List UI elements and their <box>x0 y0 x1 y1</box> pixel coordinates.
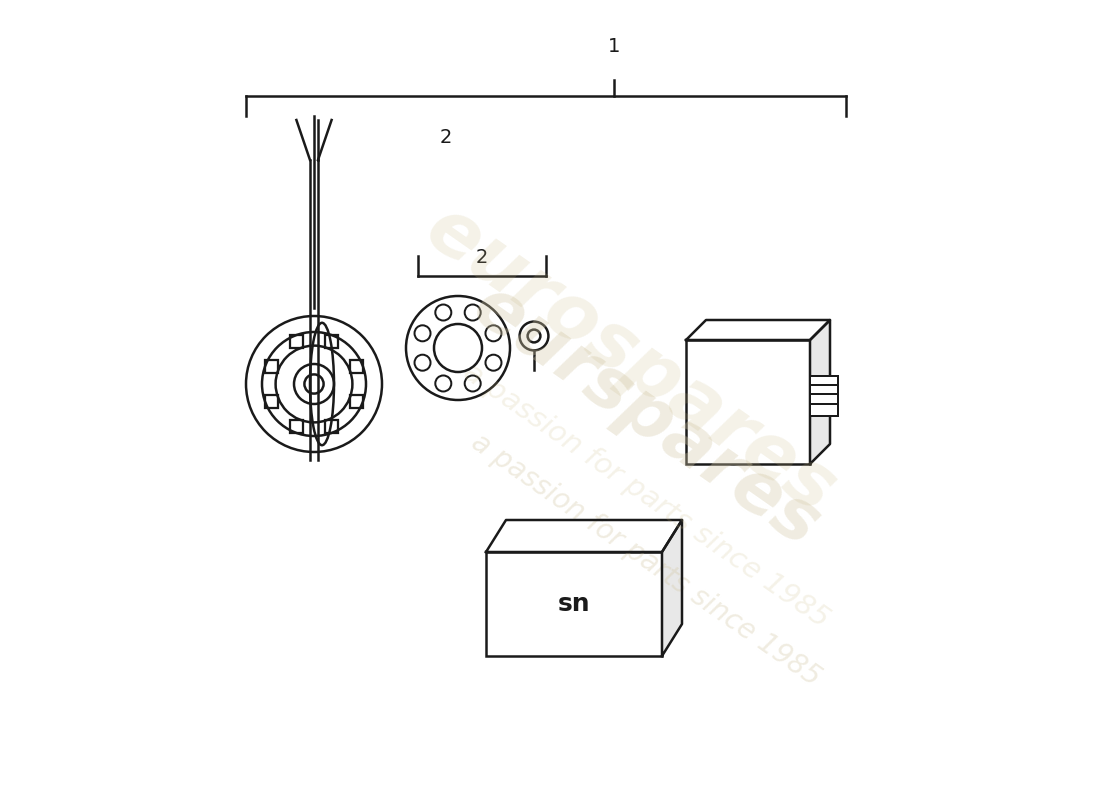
Polygon shape <box>686 320 830 340</box>
FancyBboxPatch shape <box>810 403 838 416</box>
FancyBboxPatch shape <box>810 376 838 389</box>
Text: a passion for parts since 1985: a passion for parts since 1985 <box>458 358 834 634</box>
Polygon shape <box>662 520 682 656</box>
Text: sn: sn <box>558 592 591 616</box>
Polygon shape <box>486 520 682 552</box>
Text: eurospares: eurospares <box>411 191 849 529</box>
Text: a passion for parts since 1985: a passion for parts since 1985 <box>466 428 826 692</box>
Polygon shape <box>810 320 830 464</box>
FancyBboxPatch shape <box>486 552 662 656</box>
FancyBboxPatch shape <box>810 385 838 398</box>
Text: 2: 2 <box>476 248 488 267</box>
Text: 2: 2 <box>440 128 452 147</box>
Text: eurspares: eurspares <box>460 271 833 561</box>
Text: 1: 1 <box>608 37 620 56</box>
FancyBboxPatch shape <box>686 340 810 464</box>
FancyBboxPatch shape <box>810 394 838 406</box>
